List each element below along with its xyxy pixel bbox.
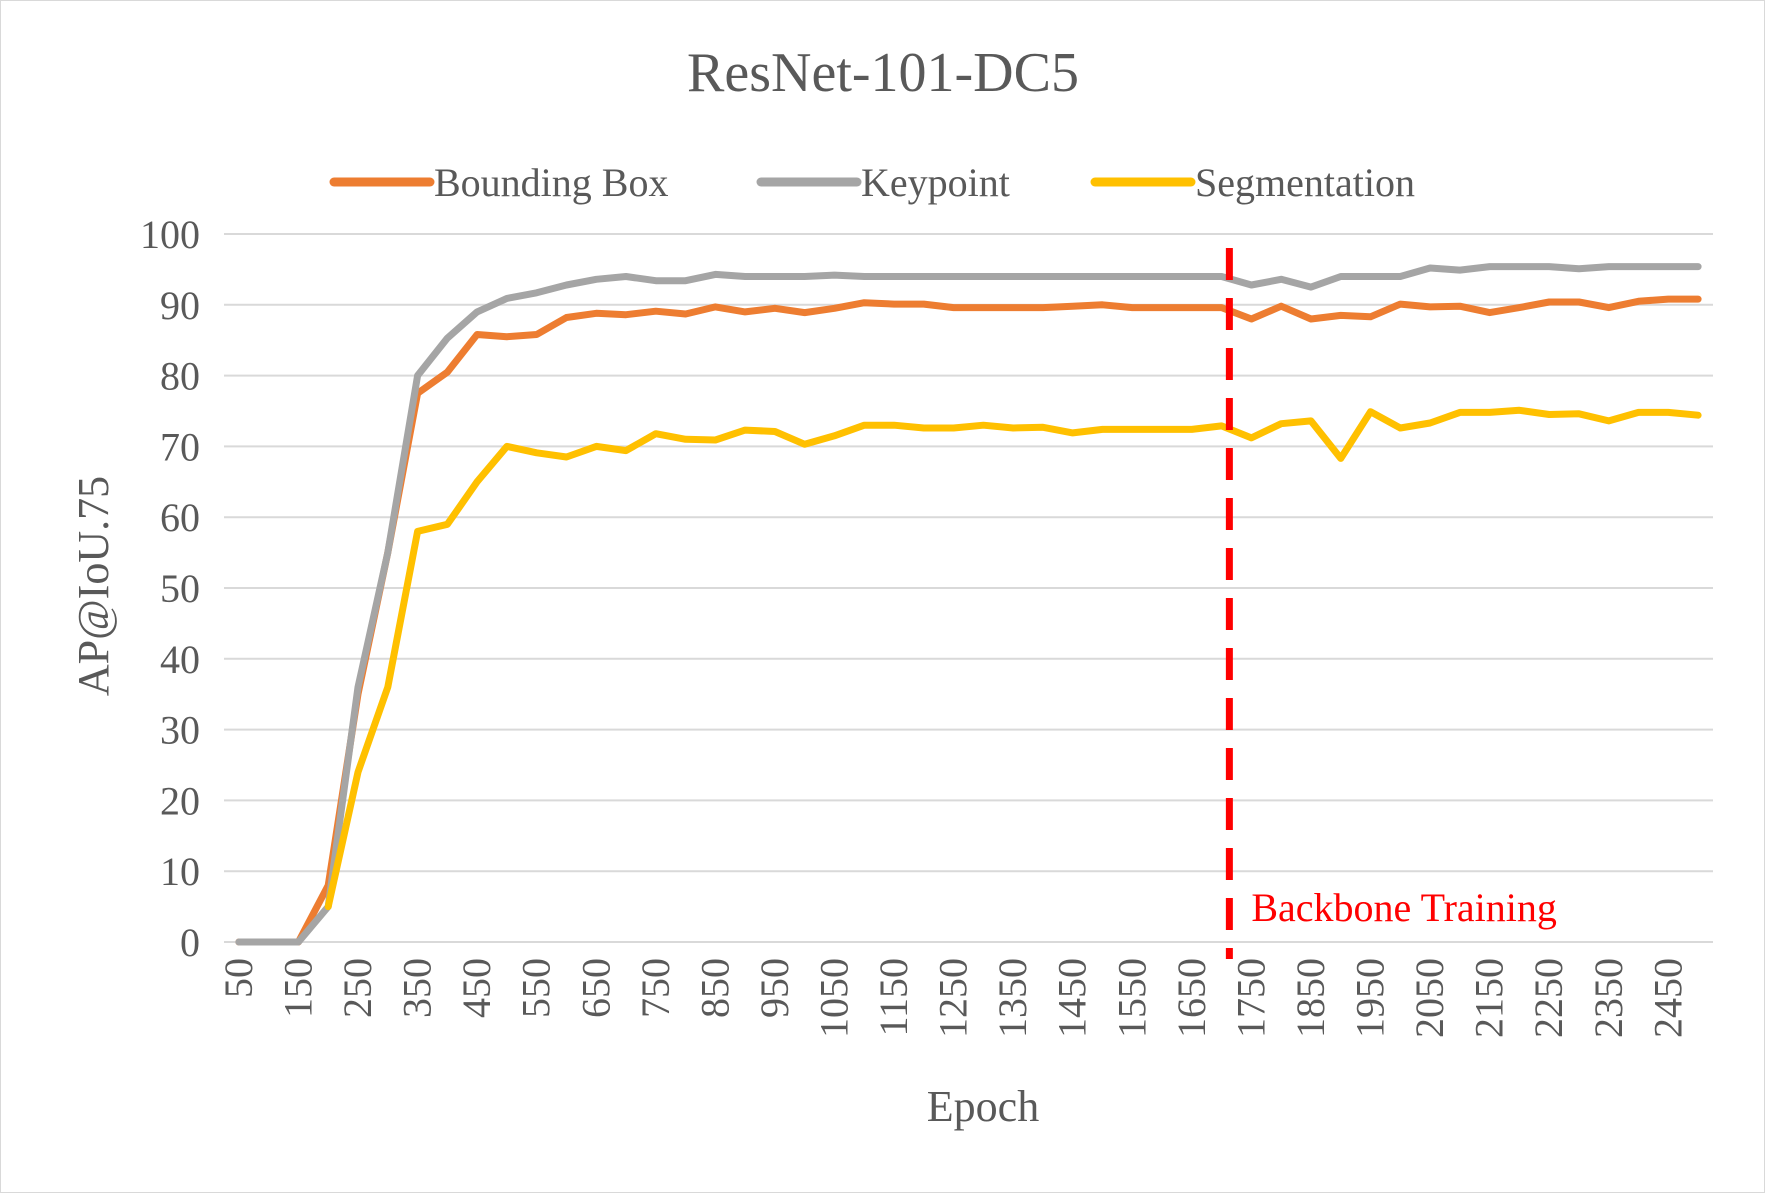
x-tick-label: 2150 — [1467, 958, 1512, 1038]
x-axis-title: Epoch — [927, 1082, 1039, 1131]
y-tick-label: 40 — [160, 637, 200, 682]
x-tick-label: 550 — [514, 958, 559, 1018]
x-tick-label: 250 — [335, 958, 380, 1018]
x-tick-label: 2450 — [1645, 958, 1690, 1038]
x-tick-label: 750 — [633, 958, 678, 1018]
x-tick-label: 50 — [216, 958, 261, 998]
x-tick-label: 1250 — [931, 958, 976, 1038]
x-tick-label: 1850 — [1288, 958, 1333, 1038]
legend-label-bounding-box: Bounding Box — [434, 160, 668, 205]
x-tick-label: 2250 — [1526, 958, 1571, 1038]
y-tick-label: 20 — [160, 778, 200, 823]
chart-title: ResNet-101-DC5 — [687, 42, 1079, 104]
x-tick-label: 1450 — [1050, 958, 1095, 1038]
y-axis-title: AP@IoU.75 — [69, 476, 118, 696]
x-tick-label: 850 — [692, 958, 737, 1018]
x-tick-label: 650 — [573, 958, 618, 1018]
series-lines — [235, 263, 1702, 946]
y-tick-label: 80 — [160, 354, 200, 399]
x-tick-label: 150 — [275, 958, 320, 1018]
x-tick-label: 1050 — [811, 958, 856, 1038]
x-axis-tick-labels: 50 150 250 350 450 550 650 750 850 950 1050 1150 125… — [216, 958, 1690, 1038]
x-tick-label: 2350 — [1586, 958, 1631, 1038]
x-tick-label: 1550 — [1109, 958, 1154, 1038]
x-tick-label: 1950 — [1348, 958, 1393, 1038]
x-tick-label: 1650 — [1169, 958, 1214, 1038]
y-tick-label: 100 — [140, 212, 200, 257]
y-tick-label: 90 — [160, 283, 200, 328]
y-tick-label: 70 — [160, 424, 200, 469]
y-tick-label: 50 — [160, 566, 200, 611]
y-axis-tick-labels: 0 10 20 30 40 50 60 70 80 90 100 — [140, 212, 200, 965]
x-tick-label: 450 — [454, 958, 499, 1018]
x-tick-label: 950 — [752, 958, 797, 1018]
x-tick-label: 1150 — [871, 958, 916, 1037]
x-tick-label: 2050 — [1407, 958, 1452, 1038]
y-tick-label: 10 — [160, 849, 200, 894]
backbone-training-label: Backbone Training — [1251, 885, 1557, 930]
legend-label-segmentation: Segmentation — [1195, 160, 1415, 205]
series-line-segmentation — [324, 406, 1702, 911]
y-tick-label: 0 — [180, 920, 200, 965]
legend: Bounding Box Keypoint Segmentation — [329, 160, 1415, 205]
x-tick-label: 350 — [395, 958, 440, 1018]
x-tick-label: 1350 — [990, 958, 1035, 1038]
series-line-bounding-box — [235, 295, 1702, 946]
legend-label-keypoint: Keypoint — [861, 160, 1010, 205]
y-tick-label: 60 — [160, 495, 200, 540]
annotation-layer: Backbone Training — [1225, 248, 1557, 959]
x-tick-label: 1750 — [1228, 958, 1273, 1038]
y-tick-label: 30 — [160, 708, 200, 753]
series-line-keypoint — [235, 263, 1702, 946]
